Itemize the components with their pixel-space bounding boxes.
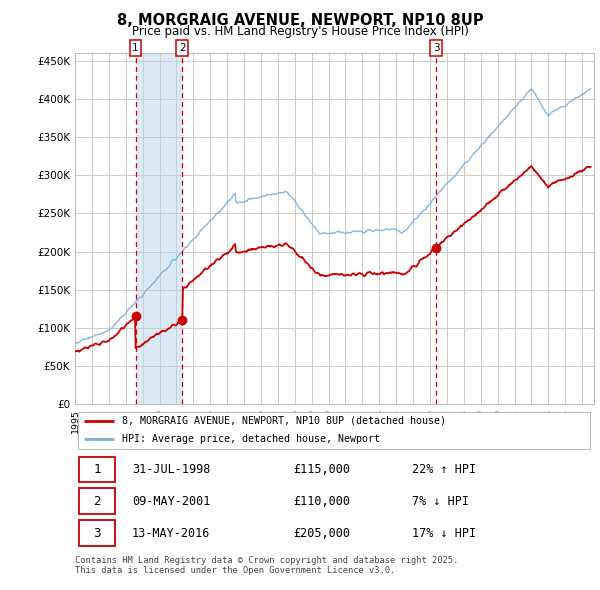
- FancyBboxPatch shape: [77, 412, 590, 448]
- Text: 22% ↑ HPI: 22% ↑ HPI: [412, 463, 476, 476]
- Text: 7% ↓ HPI: 7% ↓ HPI: [412, 495, 469, 508]
- Text: 8, MORGRAIG AVENUE, NEWPORT, NP10 8UP: 8, MORGRAIG AVENUE, NEWPORT, NP10 8UP: [116, 13, 484, 28]
- Text: 1: 1: [94, 463, 101, 476]
- Text: Contains HM Land Registry data © Crown copyright and database right 2025.: Contains HM Land Registry data © Crown c…: [75, 556, 458, 565]
- Text: This data is licensed under the Open Government Licence v3.0.: This data is licensed under the Open Gov…: [75, 566, 395, 575]
- Bar: [136, 53, 182, 404]
- FancyBboxPatch shape: [79, 489, 115, 514]
- FancyBboxPatch shape: [79, 457, 115, 483]
- Text: 1: 1: [132, 43, 139, 53]
- Text: £115,000: £115,000: [293, 463, 350, 476]
- Text: 13-MAY-2016: 13-MAY-2016: [132, 526, 211, 539]
- Text: Price paid vs. HM Land Registry's House Price Index (HPI): Price paid vs. HM Land Registry's House …: [131, 25, 469, 38]
- Text: 2: 2: [179, 43, 185, 53]
- Text: 2: 2: [94, 495, 101, 508]
- Text: 8, MORGRAIG AVENUE, NEWPORT, NP10 8UP (detached house): 8, MORGRAIG AVENUE, NEWPORT, NP10 8UP (d…: [122, 416, 446, 426]
- Text: £110,000: £110,000: [293, 495, 350, 508]
- Text: 3: 3: [433, 43, 439, 53]
- Text: £205,000: £205,000: [293, 526, 350, 539]
- Text: HPI: Average price, detached house, Newport: HPI: Average price, detached house, Newp…: [122, 434, 380, 444]
- Text: 09-MAY-2001: 09-MAY-2001: [132, 495, 211, 508]
- Text: 3: 3: [94, 526, 101, 539]
- Text: 31-JUL-1998: 31-JUL-1998: [132, 463, 211, 476]
- Text: 17% ↓ HPI: 17% ↓ HPI: [412, 526, 476, 539]
- FancyBboxPatch shape: [79, 520, 115, 546]
